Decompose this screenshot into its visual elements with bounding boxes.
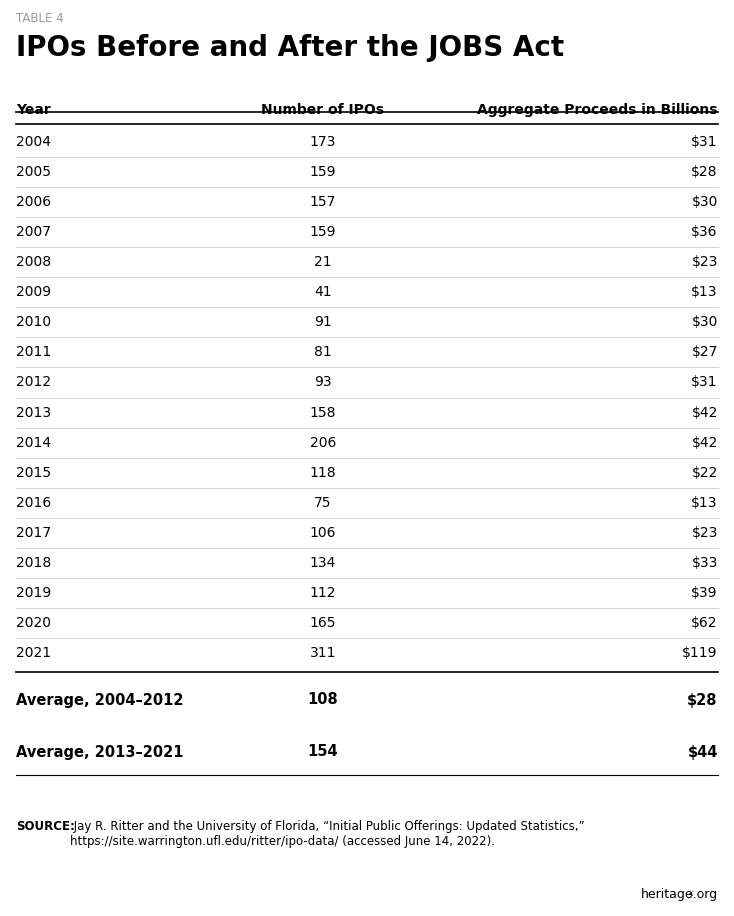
Text: 154: 154 (308, 745, 338, 759)
Text: 118: 118 (310, 465, 336, 480)
Text: $27: $27 (691, 345, 718, 359)
Text: Aggregate Proceeds in Billions: Aggregate Proceeds in Billions (477, 103, 718, 117)
Text: 2011: 2011 (16, 345, 51, 359)
Text: $39: $39 (691, 586, 718, 600)
Text: 2008: 2008 (16, 256, 51, 269)
Text: Number of IPOs: Number of IPOs (261, 103, 385, 117)
Text: 311: 311 (310, 646, 336, 660)
Text: 159: 159 (310, 225, 336, 239)
Text: $30: $30 (691, 315, 718, 330)
Text: 2019: 2019 (16, 586, 51, 600)
Text: $119: $119 (683, 646, 718, 660)
Text: $22: $22 (691, 465, 718, 480)
Text: 81: 81 (314, 345, 332, 359)
Text: 21: 21 (314, 256, 332, 269)
Text: 2017: 2017 (16, 526, 51, 540)
Text: $23: $23 (691, 526, 718, 540)
Text: Year: Year (16, 103, 51, 117)
Text: TABLE 4: TABLE 4 (16, 12, 64, 25)
Text: 2007: 2007 (16, 225, 51, 239)
Text: 112: 112 (310, 586, 336, 600)
Text: 157: 157 (310, 195, 336, 209)
Text: 75: 75 (314, 496, 332, 509)
Text: 158: 158 (310, 406, 336, 420)
Text: $33: $33 (691, 556, 718, 570)
Text: $44: $44 (688, 745, 718, 759)
Text: IPOs Before and After the JOBS Act: IPOs Before and After the JOBS Act (16, 34, 564, 62)
Text: $42: $42 (691, 436, 718, 450)
Text: $28: $28 (687, 692, 718, 707)
Text: Average, 2013–2021: Average, 2013–2021 (16, 745, 184, 759)
Text: 2010: 2010 (16, 315, 51, 330)
Text: $62: $62 (691, 616, 718, 630)
Text: 108: 108 (308, 692, 338, 707)
Text: Jay R. Ritter and the University of Florida, “Initial Public Offerings: Updated : Jay R. Ritter and the University of Flor… (70, 820, 584, 848)
Text: 2018: 2018 (16, 556, 51, 570)
Text: 2004: 2004 (16, 135, 51, 149)
Text: 2012: 2012 (16, 376, 51, 389)
Text: 2014: 2014 (16, 436, 51, 450)
Text: 2006: 2006 (16, 195, 51, 209)
Text: ⚡: ⚡ (686, 891, 694, 901)
Text: 2009: 2009 (16, 285, 51, 300)
Text: $13: $13 (691, 496, 718, 509)
Text: $42: $42 (691, 406, 718, 420)
Text: Average, 2004–2012: Average, 2004–2012 (16, 692, 184, 707)
Text: $31: $31 (691, 376, 718, 389)
Text: SOURCE:: SOURCE: (16, 820, 75, 833)
Text: $23: $23 (691, 256, 718, 269)
Text: $36: $36 (691, 225, 718, 239)
Text: 2005: 2005 (16, 165, 51, 180)
Text: 2021: 2021 (16, 646, 51, 660)
Text: 2016: 2016 (16, 496, 51, 509)
Text: 2020: 2020 (16, 616, 51, 630)
Text: 41: 41 (314, 285, 332, 300)
Text: 206: 206 (310, 436, 336, 450)
Text: $31: $31 (691, 135, 718, 149)
Text: 91: 91 (314, 315, 332, 330)
Text: 106: 106 (310, 526, 336, 540)
Text: 134: 134 (310, 556, 336, 570)
Text: $28: $28 (691, 165, 718, 180)
Text: 93: 93 (314, 376, 332, 389)
Text: 2013: 2013 (16, 406, 51, 420)
Text: heritage.org: heritage.org (641, 889, 718, 901)
Text: 2015: 2015 (16, 465, 51, 480)
Text: 165: 165 (310, 616, 336, 630)
Text: 173: 173 (310, 135, 336, 149)
Text: $30: $30 (691, 195, 718, 209)
Text: 159: 159 (310, 165, 336, 180)
Text: $13: $13 (691, 285, 718, 300)
